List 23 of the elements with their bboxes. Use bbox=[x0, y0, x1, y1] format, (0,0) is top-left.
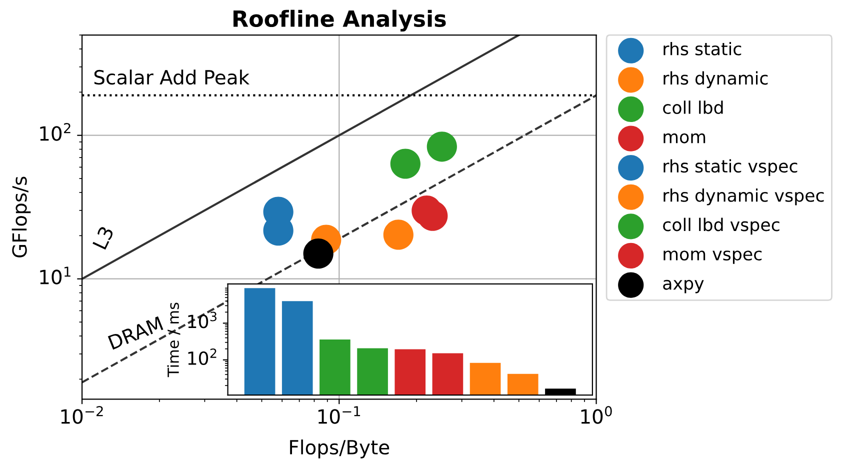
legend-label: coll lbd bbox=[663, 100, 723, 114]
text: DRAM bbox=[108, 316, 164, 350]
x-axis-title: Flops/Byte bbox=[290, 440, 390, 458]
y-axis-title: Time / ms bbox=[167, 302, 180, 378]
x-tick-label: 10$^{−1}$ bbox=[318, 406, 360, 424]
legend-label: rhs static vspec bbox=[664, 159, 798, 176]
y-tick-label: 10$^{2}$ bbox=[40, 123, 70, 141]
text: L3 bbox=[92, 226, 114, 250]
legend-label: rhs dynamic bbox=[664, 71, 768, 88]
legend-label: mom bbox=[664, 133, 706, 144]
legend-label: mom vspec bbox=[664, 250, 762, 264]
legend-label: axpy bbox=[663, 280, 704, 294]
legend-label: coll lbd vspec bbox=[663, 218, 780, 235]
y-tick-label: 10$^{3}$ bbox=[188, 312, 216, 328]
legend-label: rhs static bbox=[664, 42, 742, 56]
y-tick-label: 10$^{1}$ bbox=[40, 266, 70, 284]
y-axis-title: GFlops/s bbox=[12, 176, 31, 258]
y-tick-label: 10$^{2}$ bbox=[188, 348, 216, 365]
x-tick-label: 10$^{0}$ bbox=[581, 406, 612, 424]
x-tick-label: 10$^{−2}$ bbox=[61, 406, 103, 424]
chart-title: Roofline Analysis bbox=[234, 10, 446, 32]
legend-label: rhs dynamic vspec bbox=[664, 188, 824, 206]
ref-line-label: Scalar Add Peak bbox=[94, 70, 250, 85]
